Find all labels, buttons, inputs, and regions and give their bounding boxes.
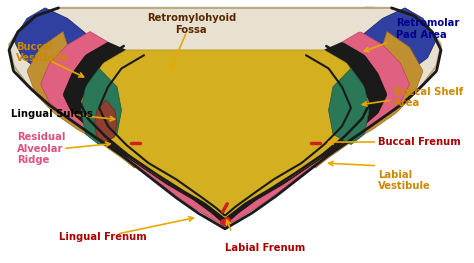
Text: Retromylohyoid
Fossa: Retromylohyoid Fossa (146, 13, 236, 35)
Text: Buccal Shelf
Area: Buccal Shelf Area (394, 87, 463, 108)
Text: Labial Frenum: Labial Frenum (225, 243, 305, 253)
Polygon shape (41, 32, 410, 229)
Polygon shape (94, 100, 117, 142)
Text: Buccal Frenum: Buccal Frenum (378, 137, 461, 147)
Polygon shape (306, 32, 423, 168)
Polygon shape (27, 32, 144, 168)
Text: Residual
Alveolar
Ridge: Residual Alveolar Ridge (17, 132, 65, 165)
Polygon shape (9, 8, 441, 229)
Text: Buccal
Vestibule: Buccal Vestibule (16, 42, 69, 63)
Polygon shape (13, 8, 99, 79)
Polygon shape (81, 68, 121, 144)
Polygon shape (328, 68, 369, 144)
Polygon shape (64, 42, 387, 226)
Polygon shape (351, 8, 437, 79)
Text: Lingual Sulcus: Lingual Sulcus (11, 109, 93, 119)
Text: Labial
Vestibule: Labial Vestibule (378, 170, 431, 191)
Text: Lingual Frenum: Lingual Frenum (58, 232, 146, 242)
Text: Retromolar
Pad Area: Retromolar Pad Area (396, 18, 459, 40)
Polygon shape (81, 50, 369, 221)
